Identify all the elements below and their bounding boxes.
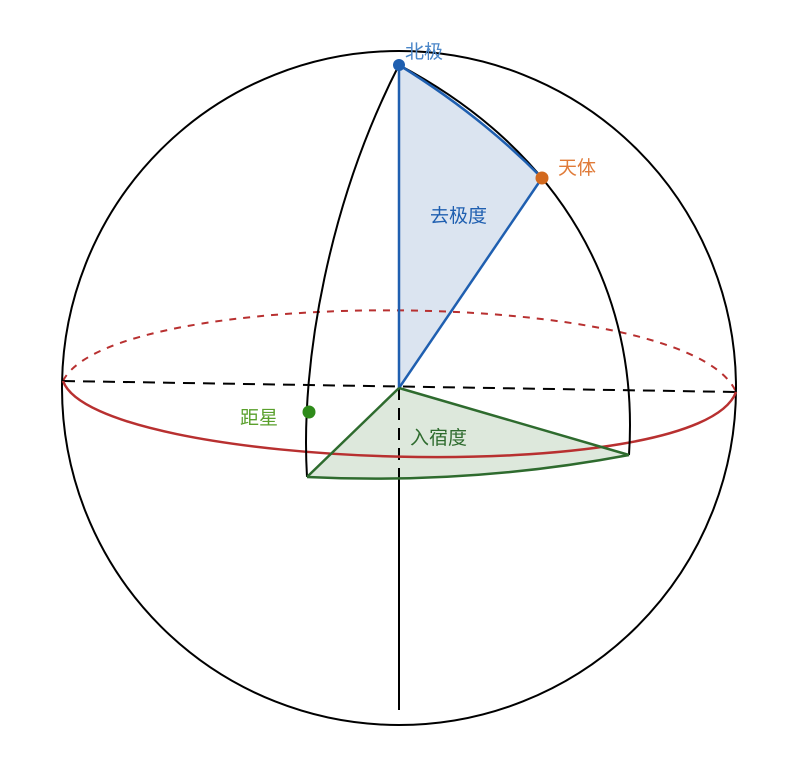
determinative-star-label: 距星 [240, 407, 278, 429]
lodge-entry-label: 入宿度 [410, 427, 467, 449]
lodge-entry-region [307, 388, 629, 479]
north-pole-label: 北极 [405, 41, 443, 63]
equator-front-arc [61, 380, 738, 459]
polar-distance-arc [398, 63, 543, 179]
body-radius [397, 177, 544, 389]
determinative-star-point [302, 405, 316, 419]
celestial-body-point [535, 171, 549, 185]
meridian-body [398, 64, 631, 456]
body-foot-radius [398, 386, 630, 457]
celestial-body-label: 天体 [558, 157, 596, 179]
lodge-entry-arc [306, 453, 630, 480]
equator-diameter [62, 380, 737, 393]
meridian-star [305, 64, 400, 478]
polar-distance-label: 去极度 [430, 205, 487, 227]
sphere-outline [61, 50, 737, 726]
north-pole-point [393, 59, 405, 71]
star-radius [306, 387, 400, 478]
